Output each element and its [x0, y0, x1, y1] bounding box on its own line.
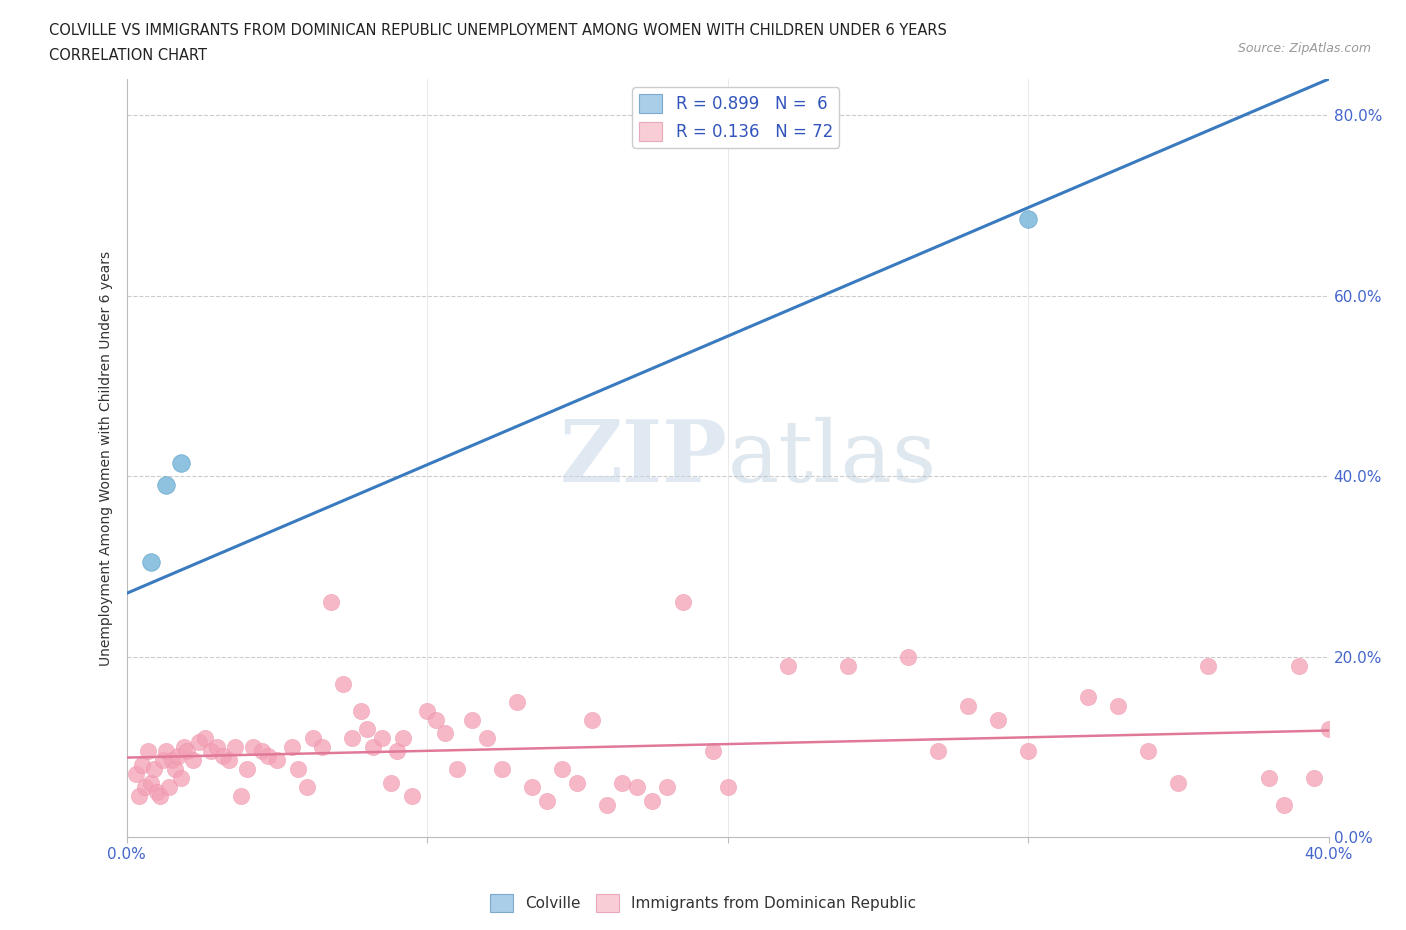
Point [401, 789, 423, 804]
Point [1302, 771, 1324, 786]
Point [536, 793, 558, 808]
Point [235, 762, 259, 777]
Point [657, 780, 679, 795]
Point [160, 753, 183, 768]
Point [205, 739, 228, 754]
Point [176, 744, 198, 759]
Point [181, 753, 204, 768]
Point [152, 753, 174, 768]
Point [131, 757, 153, 772]
Point [837, 658, 859, 673]
Point [149, 789, 172, 804]
Point [124, 766, 146, 781]
Point [596, 798, 619, 813]
Point [229, 789, 252, 804]
Point [211, 749, 233, 764]
Point [169, 771, 191, 786]
Point [194, 730, 217, 745]
Point [356, 722, 378, 737]
Point [157, 780, 180, 795]
Point [551, 762, 574, 777]
Point [567, 776, 589, 790]
Point [218, 753, 240, 768]
Point [897, 649, 920, 664]
Point [702, 744, 724, 759]
Y-axis label: Unemployment Among Women with Children Under 6 years: Unemployment Among Women with Children U… [100, 250, 114, 666]
Point [319, 595, 342, 610]
Point [956, 698, 979, 713]
Point [671, 595, 693, 610]
Point [200, 744, 222, 759]
Point [1288, 658, 1310, 673]
Point [139, 554, 162, 569]
Point [145, 784, 167, 799]
Point [716, 780, 740, 795]
Point [434, 725, 457, 740]
Point [1197, 658, 1219, 673]
Point [385, 744, 408, 759]
Point [1137, 744, 1160, 759]
Text: atlas: atlas [728, 417, 936, 499]
Point [311, 739, 333, 754]
Point [1107, 698, 1129, 713]
Point [281, 739, 304, 754]
Point [163, 762, 186, 777]
Point [1257, 771, 1279, 786]
Point [155, 478, 177, 493]
Point [612, 776, 634, 790]
Legend: Colville, Immigrants from Dominican Republic: Colville, Immigrants from Dominican Repu… [484, 888, 922, 918]
Point [302, 730, 325, 745]
Point [371, 730, 394, 745]
Point [169, 455, 191, 470]
Point [475, 730, 498, 745]
Point [287, 762, 309, 777]
Point [1017, 211, 1039, 226]
Point [256, 749, 278, 764]
Point [776, 658, 799, 673]
Point [242, 739, 264, 754]
Point [128, 789, 150, 804]
Point [1077, 690, 1099, 705]
Point [491, 762, 513, 777]
Point [250, 744, 273, 759]
Point [332, 676, 354, 691]
Text: CORRELATION CHART: CORRELATION CHART [49, 48, 207, 63]
Point [340, 730, 363, 745]
Point [173, 739, 195, 754]
Point [927, 744, 949, 759]
Point [1272, 798, 1295, 813]
Point [295, 780, 318, 795]
Point [425, 712, 447, 727]
Point [380, 776, 402, 790]
Point [626, 780, 648, 795]
Text: Source: ZipAtlas.com: Source: ZipAtlas.com [1237, 42, 1371, 55]
Point [987, 712, 1010, 727]
Text: ZIP: ZIP [560, 416, 728, 500]
Point [581, 712, 603, 727]
Point [187, 735, 209, 750]
Point [155, 744, 177, 759]
Point [1317, 722, 1340, 737]
Point [350, 703, 373, 718]
Point [361, 739, 384, 754]
Point [446, 762, 468, 777]
Point [166, 749, 188, 764]
Legend: R = 0.899   N =  6, R = 0.136   N = 72: R = 0.899 N = 6, R = 0.136 N = 72 [633, 87, 839, 148]
Point [224, 739, 246, 754]
Point [506, 694, 529, 709]
Point [1017, 744, 1039, 759]
Point [139, 776, 162, 790]
Point [266, 753, 288, 768]
Point [136, 744, 159, 759]
Point [142, 762, 165, 777]
Point [641, 793, 664, 808]
Point [416, 703, 439, 718]
Text: COLVILLE VS IMMIGRANTS FROM DOMINICAN REPUBLIC UNEMPLOYMENT AMONG WOMEN WITH CHI: COLVILLE VS IMMIGRANTS FROM DOMINICAN RE… [49, 23, 948, 38]
Point [392, 730, 415, 745]
Point [134, 780, 156, 795]
Point [1167, 776, 1189, 790]
Point [461, 712, 484, 727]
Point [522, 780, 544, 795]
